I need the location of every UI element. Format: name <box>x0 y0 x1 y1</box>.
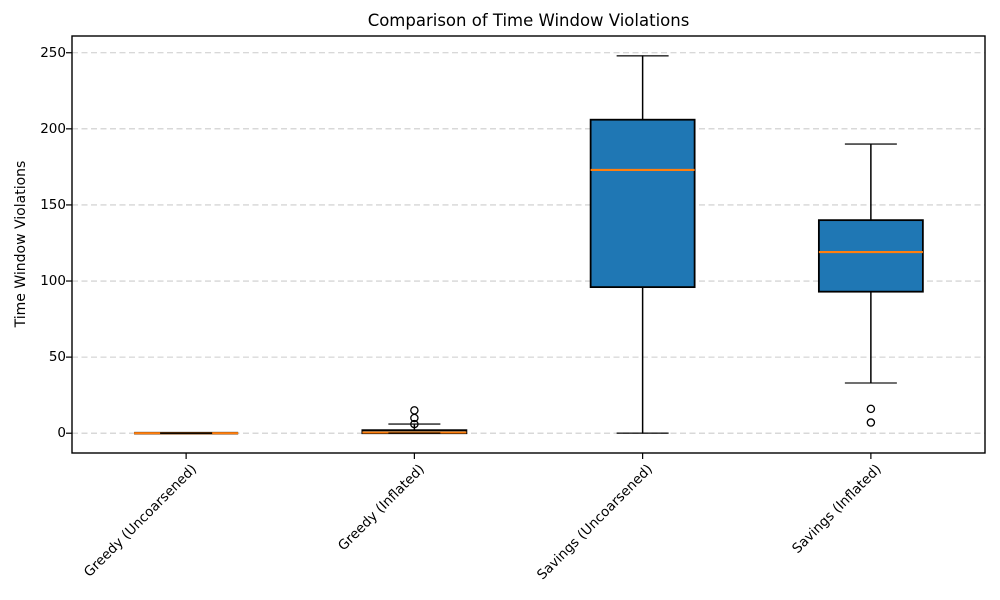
flier-point <box>866 404 876 414</box>
box-rect <box>817 219 924 293</box>
y-tick-label: 200 <box>40 120 66 137</box>
plot-border <box>71 35 986 454</box>
flier-point <box>410 419 419 429</box>
box-group <box>361 406 468 435</box>
box-group <box>589 54 696 435</box>
y-tick-label: 150 <box>40 196 66 213</box>
flier-point <box>866 418 876 427</box>
box-rect <box>589 118 696 289</box>
y-tick-label: 250 <box>40 44 66 61</box>
y-tick-label: 100 <box>40 273 66 290</box>
flier-point <box>410 406 419 415</box>
y-tick-label: 0 <box>57 425 66 442</box>
chart-title: Comparison of Time Window Violations <box>367 11 690 30</box>
y-axis-label: Time Window Violations <box>13 160 29 328</box>
y-tick-label: 50 <box>48 349 66 366</box>
box-group <box>817 143 924 427</box>
